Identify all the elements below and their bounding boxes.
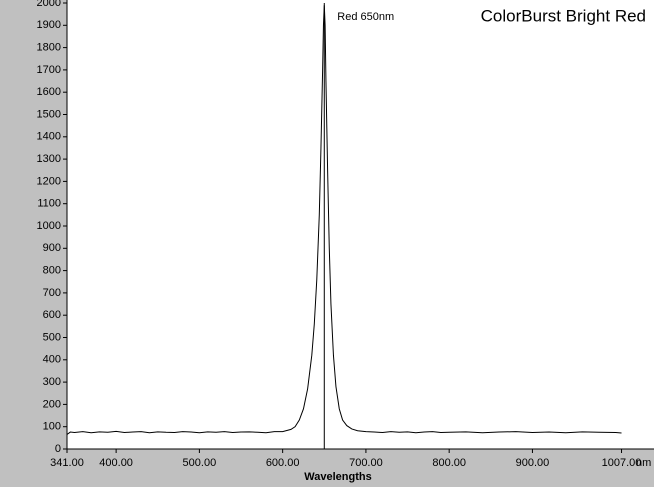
y-tick-label: 1700 [37, 64, 61, 76]
y-tick-label: 300 [43, 376, 61, 388]
y-tick-label: 1300 [37, 153, 61, 165]
y-tick-label: 600 [43, 309, 61, 321]
y-tick-label: 1000 [37, 220, 61, 232]
y-tick-label: 1500 [37, 108, 61, 120]
y-tick-label: 900 [43, 242, 61, 254]
y-tick-label: 800 [43, 265, 61, 277]
chart-title: ColorBurst Bright Red [481, 6, 646, 25]
y-tick-label: 1400 [37, 131, 61, 143]
x-tick-label: 700.00 [349, 457, 383, 469]
x-tick-label: 500.00 [183, 457, 217, 469]
x-tick-label: 800.00 [432, 457, 466, 469]
marker-label: Red 650nm [337, 11, 394, 23]
y-tick-label: 100 [43, 421, 61, 433]
y-tick-label: 1100 [37, 198, 61, 210]
x-tick-label: 600.00 [266, 457, 300, 469]
y-tick-label: 500 [43, 331, 61, 343]
x-tick-label: 400.00 [99, 457, 133, 469]
y-tick-label: 0 [55, 443, 61, 455]
y-tick-label: 1600 [37, 86, 61, 98]
x-tick-label: 1007.00 [602, 457, 642, 469]
spectrum-line [66, 5, 622, 435]
y-tick-label: 400 [43, 354, 61, 366]
y-tick-label: 700 [43, 287, 61, 299]
plot-area [67, 0, 654, 449]
y-tick-label: 1200 [37, 175, 61, 187]
y-tick-label: 2000 [37, 0, 61, 9]
y-tick-label: 1800 [37, 42, 61, 54]
x-axis-label: Wavelengths [304, 471, 371, 483]
y-tick-label: 200 [43, 398, 61, 410]
x-tick-label: 341.00 [50, 457, 84, 469]
x-unit: nm [636, 457, 651, 469]
x-tick-label: 900.00 [516, 457, 550, 469]
y-tick-label: 1900 [37, 19, 61, 31]
